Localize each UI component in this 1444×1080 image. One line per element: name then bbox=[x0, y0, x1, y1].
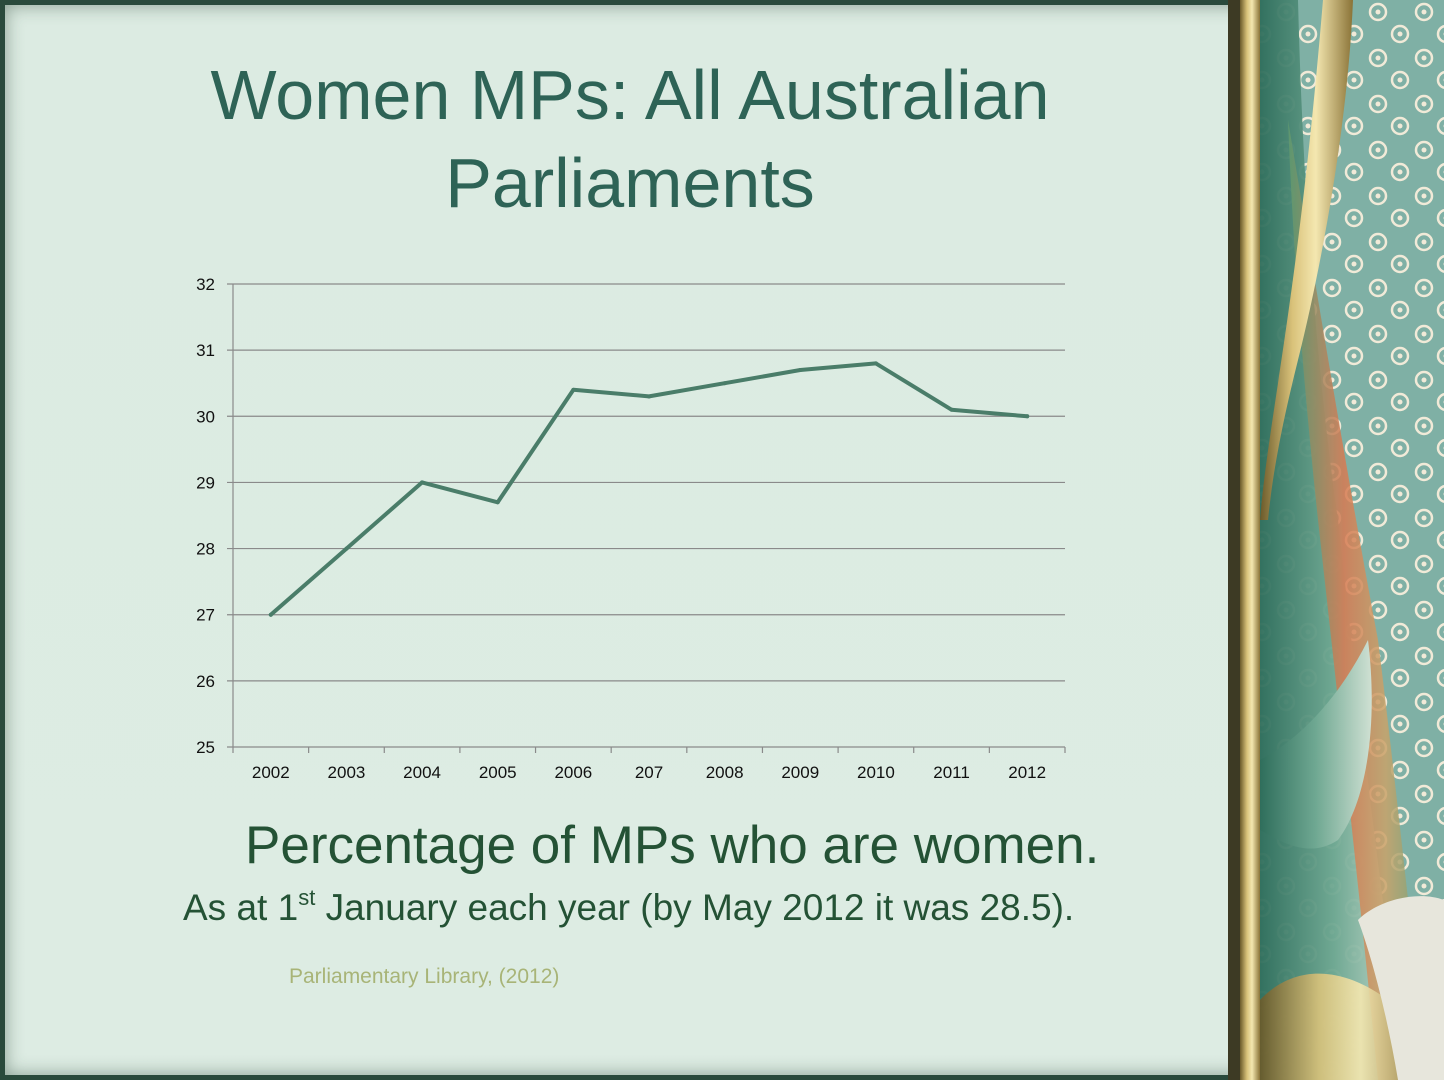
y-tick-label-30: 30 bbox=[196, 407, 215, 426]
caption-sub: As at 1st January each year (by May 2012… bbox=[183, 887, 1074, 929]
y-tick-label-25: 25 bbox=[196, 738, 215, 757]
x-tick-label-2009: 2009 bbox=[781, 763, 819, 782]
caption-sub-suffix: January each year (by May 2012 it was 28… bbox=[315, 887, 1075, 928]
data-point-2011 bbox=[949, 407, 954, 412]
source-citation: Parliamentary Library, (2012) bbox=[289, 965, 560, 988]
x-tick-label-2004: 2004 bbox=[403, 763, 441, 782]
x-tick-label-2012: 2012 bbox=[1008, 763, 1046, 782]
data-point-2006 bbox=[571, 387, 576, 392]
y-tick-label-31: 31 bbox=[196, 341, 215, 360]
y-tick-label-26: 26 bbox=[196, 672, 215, 691]
title-line-1: Women MPs: All Australian bbox=[210, 56, 1050, 134]
caption-sub-sup: st bbox=[298, 885, 316, 910]
y-tick-label-28: 28 bbox=[196, 540, 215, 559]
x-tick-label-2011: 2011 bbox=[933, 763, 970, 782]
x-tick-label-2008: 2008 bbox=[706, 763, 744, 782]
data-point-2002 bbox=[268, 612, 273, 617]
caption-sub-prefix: As at 1 bbox=[183, 887, 299, 928]
data-point-2005 bbox=[495, 500, 500, 505]
line-chart: 25 26 27 28 29 30 31 32 2002 2003 2004 2005 2006 207 2… bbox=[175, 260, 1095, 800]
data-point-2009 bbox=[798, 367, 803, 372]
decorative-ribbon-border bbox=[1228, 0, 1444, 1080]
x-tick-label-207: 207 bbox=[635, 763, 663, 782]
data-point-2003 bbox=[344, 546, 349, 551]
data-point-2012 bbox=[1025, 414, 1030, 419]
data-point-2010 bbox=[873, 361, 878, 366]
data-point-207 bbox=[647, 394, 651, 399]
data-point-2004 bbox=[420, 480, 425, 485]
slide-title: Women MPs: All Australian Parliaments bbox=[135, 51, 1125, 227]
caption-main: Percentage of MPs who are women. bbox=[245, 816, 1100, 875]
y-tick-label-27: 27 bbox=[196, 606, 215, 625]
x-tick-label-2010: 2010 bbox=[857, 763, 895, 782]
x-tick-label-2006: 2006 bbox=[554, 763, 592, 782]
x-tick-label-2005: 2005 bbox=[479, 763, 517, 782]
y-tick-label-29: 29 bbox=[196, 473, 215, 492]
data-point-2008 bbox=[722, 381, 727, 386]
series-line bbox=[268, 361, 1030, 617]
y-tick-label-32: 32 bbox=[196, 275, 215, 294]
chart-svg: 25 26 27 28 29 30 31 32 2002 2003 2004 2005 2006 207 2… bbox=[196, 275, 1066, 782]
x-tick-label-2002: 2002 bbox=[252, 763, 290, 782]
title-line-2: Parliaments bbox=[445, 144, 815, 222]
x-tick-label-2003: 2003 bbox=[328, 763, 366, 782]
